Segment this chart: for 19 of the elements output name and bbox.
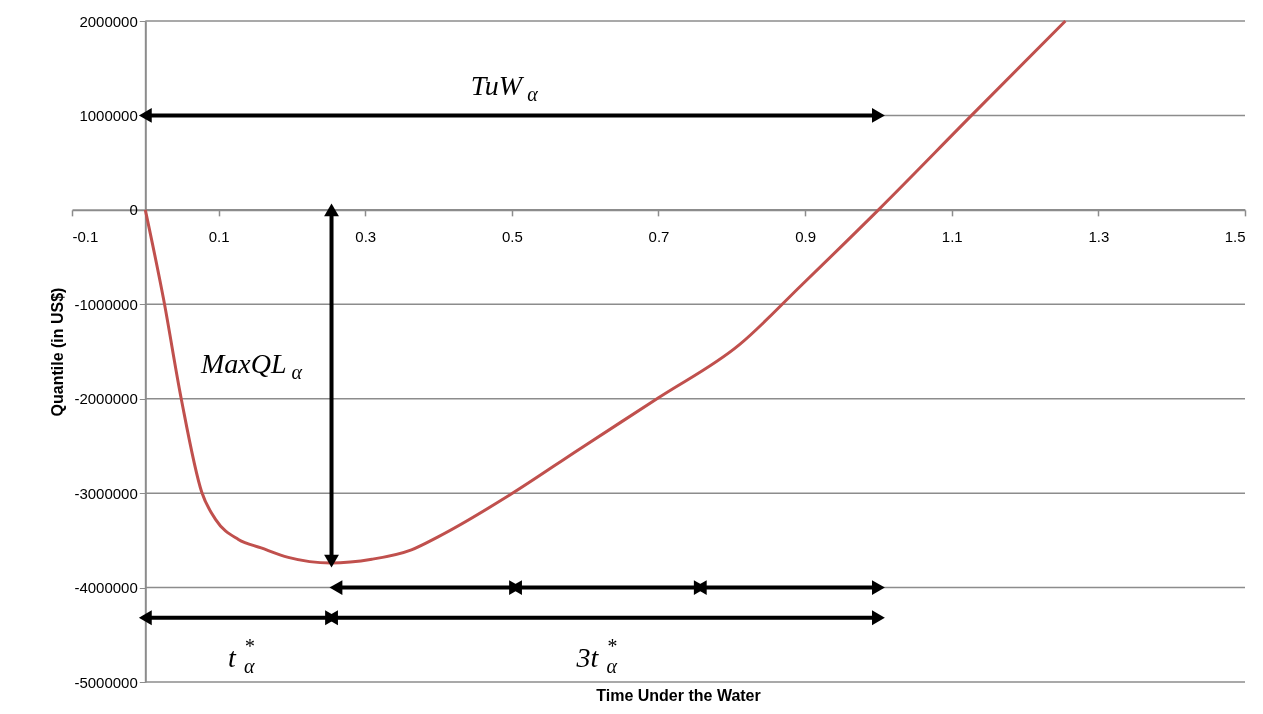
- x-tick-label: 0.3: [355, 228, 377, 246]
- x-tick-label: 1.3: [1088, 228, 1110, 246]
- x-tick-label: 0.1: [208, 228, 230, 246]
- x-tick-label: 0.7: [648, 228, 670, 246]
- x-tick-label: 1.1: [941, 228, 963, 246]
- y-tick-label: 2000000: [79, 12, 138, 30]
- x-tick-label: -0.1: [72, 228, 99, 246]
- x-tick-label: 1.5: [1224, 228, 1246, 246]
- y-tick-label: -3000000: [74, 484, 138, 502]
- y-tick-label: -2000000: [74, 390, 138, 408]
- y-tick-label: -5000000: [74, 673, 138, 691]
- y-tick-label: -1000000: [74, 295, 138, 313]
- x-tick-label: 0.9: [795, 228, 817, 246]
- y-axis-title: Quantile (in US$): [49, 287, 67, 417]
- x-axis-title: Time Under the Water: [596, 687, 761, 704]
- y-tick-label: 1000000: [79, 106, 138, 124]
- y-tick-label: 0: [129, 201, 138, 219]
- x-tick-label: 0.5: [501, 228, 523, 246]
- y-tick-label: -4000000: [74, 579, 138, 597]
